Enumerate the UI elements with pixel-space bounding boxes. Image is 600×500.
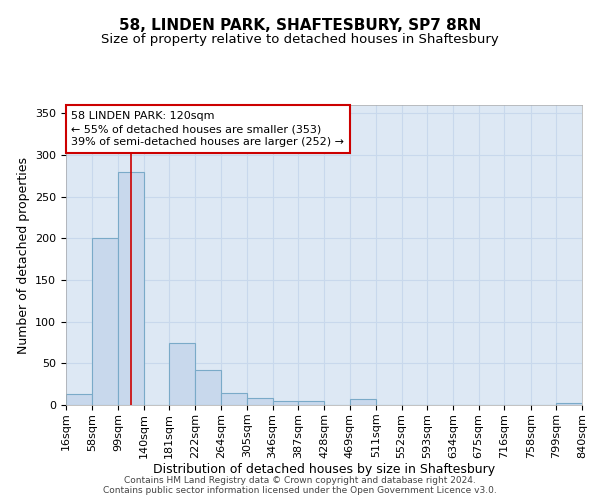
X-axis label: Distribution of detached houses by size in Shaftesbury: Distribution of detached houses by size … xyxy=(153,464,495,476)
Bar xyxy=(169,342,195,405)
Bar xyxy=(350,399,376,405)
Bar xyxy=(272,401,298,405)
Bar xyxy=(221,392,247,405)
Bar xyxy=(118,172,143,405)
Bar xyxy=(92,238,118,405)
Text: Contains HM Land Registry data © Crown copyright and database right 2024.
Contai: Contains HM Land Registry data © Crown c… xyxy=(103,476,497,495)
Text: Size of property relative to detached houses in Shaftesbury: Size of property relative to detached ho… xyxy=(101,32,499,46)
Bar xyxy=(247,398,272,405)
Text: 58, LINDEN PARK, SHAFTESBURY, SP7 8RN: 58, LINDEN PARK, SHAFTESBURY, SP7 8RN xyxy=(119,18,481,32)
Bar xyxy=(66,394,92,405)
Bar xyxy=(298,401,324,405)
Bar xyxy=(195,370,221,405)
Text: 58 LINDEN PARK: 120sqm
← 55% of detached houses are smaller (353)
39% of semi-de: 58 LINDEN PARK: 120sqm ← 55% of detached… xyxy=(71,111,344,148)
Bar xyxy=(556,404,582,405)
Y-axis label: Number of detached properties: Number of detached properties xyxy=(17,156,29,354)
